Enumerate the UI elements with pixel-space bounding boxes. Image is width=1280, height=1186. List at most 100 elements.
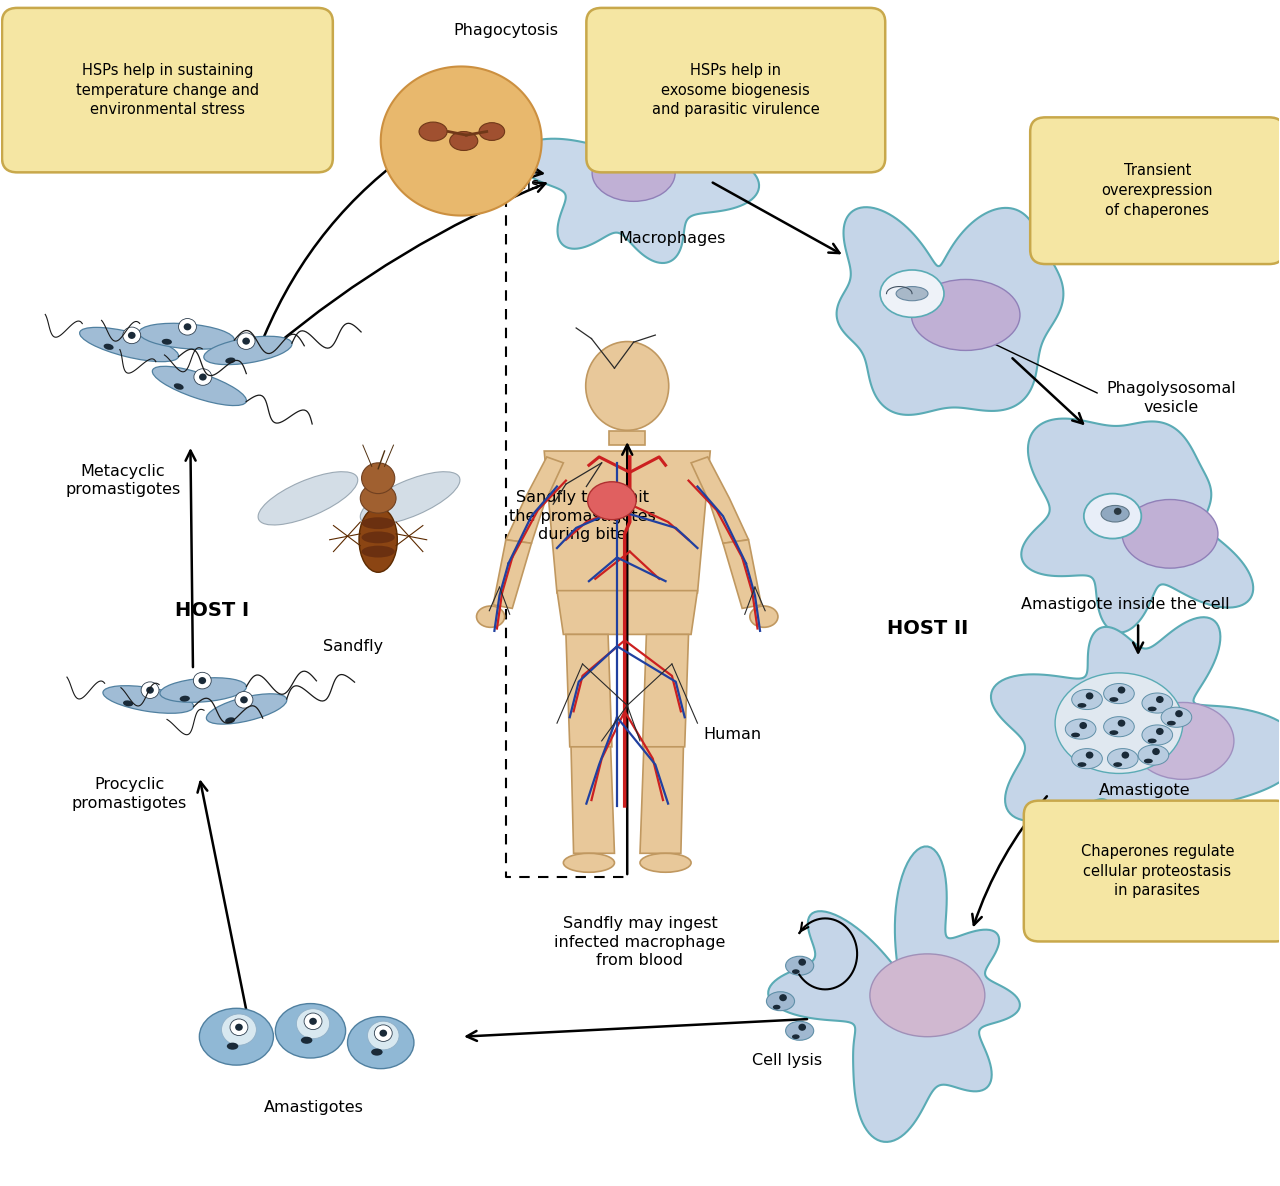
Ellipse shape [1101, 505, 1129, 522]
Polygon shape [640, 747, 684, 853]
Circle shape [242, 338, 250, 345]
Ellipse shape [138, 324, 234, 349]
FancyBboxPatch shape [586, 8, 886, 172]
Ellipse shape [786, 1021, 814, 1040]
Ellipse shape [1071, 748, 1102, 769]
Circle shape [1121, 752, 1129, 759]
Ellipse shape [1161, 707, 1192, 727]
Ellipse shape [588, 482, 636, 519]
Ellipse shape [161, 339, 172, 345]
Ellipse shape [1138, 745, 1169, 765]
Circle shape [374, 1025, 392, 1041]
Circle shape [1156, 696, 1164, 703]
Text: HSPs help in
exosome biogenesis
and parasitic virulence: HSPs help in exosome biogenesis and para… [652, 63, 819, 117]
Ellipse shape [476, 606, 504, 627]
Ellipse shape [179, 696, 189, 702]
Ellipse shape [206, 694, 287, 725]
Ellipse shape [870, 954, 984, 1037]
Text: HOST II: HOST II [887, 619, 968, 638]
Text: Sandfly transmit
the promastigotes
during bite: Sandfly transmit the promastigotes durin… [509, 490, 655, 542]
Circle shape [1085, 752, 1093, 759]
Circle shape [780, 994, 787, 1001]
Ellipse shape [773, 1005, 781, 1009]
Circle shape [230, 1019, 248, 1035]
Text: Procyclic
promastigotes: Procyclic promastigotes [72, 777, 187, 811]
Text: Transient
overexpression
of chaperones: Transient overexpression of chaperones [1102, 164, 1213, 218]
Ellipse shape [792, 969, 800, 974]
Text: Amastigote inside the cell: Amastigote inside the cell [1021, 598, 1230, 612]
Circle shape [193, 672, 211, 689]
Circle shape [1085, 693, 1093, 700]
Ellipse shape [1167, 721, 1176, 726]
Text: Metacyclic
promastigotes: Metacyclic promastigotes [65, 464, 180, 497]
Ellipse shape [1103, 683, 1134, 703]
Ellipse shape [225, 357, 236, 364]
Ellipse shape [881, 270, 943, 318]
Circle shape [361, 463, 394, 493]
Ellipse shape [361, 517, 394, 529]
Text: Sandfly may ingest
infected macrophage
from blood: Sandfly may ingest infected macrophage f… [554, 916, 726, 968]
Text: HOST I: HOST I [175, 601, 250, 620]
Polygon shape [837, 208, 1064, 415]
Text: HSPs help in sustaining
temperature change and
environmental stress: HSPs help in sustaining temperature chan… [76, 63, 259, 117]
Ellipse shape [297, 1009, 330, 1039]
FancyBboxPatch shape [1030, 117, 1280, 264]
Ellipse shape [1078, 703, 1087, 708]
Ellipse shape [1142, 725, 1172, 745]
Text: Chaperones regulate
cellular proteostasis
in parasites: Chaperones regulate cellular proteostasi… [1080, 843, 1234, 898]
Circle shape [198, 374, 206, 381]
Circle shape [236, 691, 253, 708]
Circle shape [1175, 710, 1183, 718]
Ellipse shape [1148, 739, 1157, 744]
Circle shape [1152, 748, 1160, 755]
Ellipse shape [750, 606, 778, 627]
Polygon shape [768, 847, 1020, 1142]
Polygon shape [544, 451, 710, 593]
Circle shape [178, 319, 196, 336]
Polygon shape [493, 540, 531, 608]
Ellipse shape [1071, 689, 1102, 709]
Ellipse shape [1078, 763, 1087, 767]
Polygon shape [557, 591, 698, 635]
Text: Cell lysis: Cell lysis [751, 1053, 822, 1067]
Ellipse shape [360, 484, 396, 514]
Circle shape [1117, 687, 1125, 694]
Text: Neutrophils: Neutrophils [447, 177, 539, 192]
Circle shape [1114, 508, 1121, 515]
Ellipse shape [1107, 748, 1138, 769]
FancyBboxPatch shape [3, 8, 333, 172]
Circle shape [1117, 720, 1125, 727]
Polygon shape [723, 540, 762, 608]
Ellipse shape [1148, 707, 1157, 712]
Circle shape [799, 958, 806, 965]
Polygon shape [643, 635, 689, 747]
Ellipse shape [1055, 672, 1183, 773]
Circle shape [236, 1024, 243, 1031]
Ellipse shape [449, 132, 477, 151]
Ellipse shape [123, 701, 133, 707]
Ellipse shape [361, 531, 394, 543]
Ellipse shape [1144, 759, 1153, 764]
Ellipse shape [361, 546, 394, 557]
Ellipse shape [1071, 733, 1080, 738]
Polygon shape [609, 431, 645, 445]
Ellipse shape [204, 337, 292, 364]
Circle shape [379, 1029, 387, 1037]
Text: Human: Human [704, 727, 762, 742]
Polygon shape [516, 65, 759, 263]
Ellipse shape [767, 991, 795, 1010]
Ellipse shape [563, 853, 614, 872]
Polygon shape [380, 66, 541, 216]
Polygon shape [571, 747, 614, 853]
Ellipse shape [160, 677, 247, 702]
Polygon shape [566, 635, 612, 747]
Text: Phagocytosis: Phagocytosis [453, 24, 558, 38]
Circle shape [799, 1024, 806, 1031]
Polygon shape [691, 457, 749, 543]
Text: Amastigote
proliferation: Amastigote proliferation [1096, 783, 1194, 817]
Ellipse shape [174, 383, 183, 390]
Ellipse shape [221, 1014, 256, 1045]
Ellipse shape [419, 122, 447, 141]
Ellipse shape [911, 280, 1020, 350]
Ellipse shape [1142, 693, 1172, 713]
